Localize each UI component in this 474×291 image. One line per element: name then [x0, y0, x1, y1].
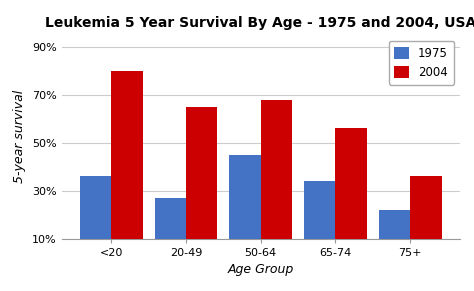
Bar: [229, 155, 261, 262]
Bar: [304, 181, 336, 262]
Bar: [155, 198, 186, 262]
Bar: [336, 128, 367, 262]
Title: Leukemia 5 Year Survival By Age - 1975 and 2004, USA: Leukemia 5 Year Survival By Age - 1975 a…: [45, 16, 474, 30]
Bar: [111, 71, 143, 262]
Bar: [80, 176, 111, 262]
X-axis label: Age Group: Age Group: [228, 263, 294, 276]
Bar: [379, 210, 410, 262]
Legend: 1975, 2004: 1975, 2004: [389, 41, 454, 85]
Bar: [186, 107, 217, 262]
Bar: [261, 100, 292, 262]
Y-axis label: 5-year survival: 5-year survival: [13, 90, 27, 183]
Bar: [410, 176, 442, 262]
